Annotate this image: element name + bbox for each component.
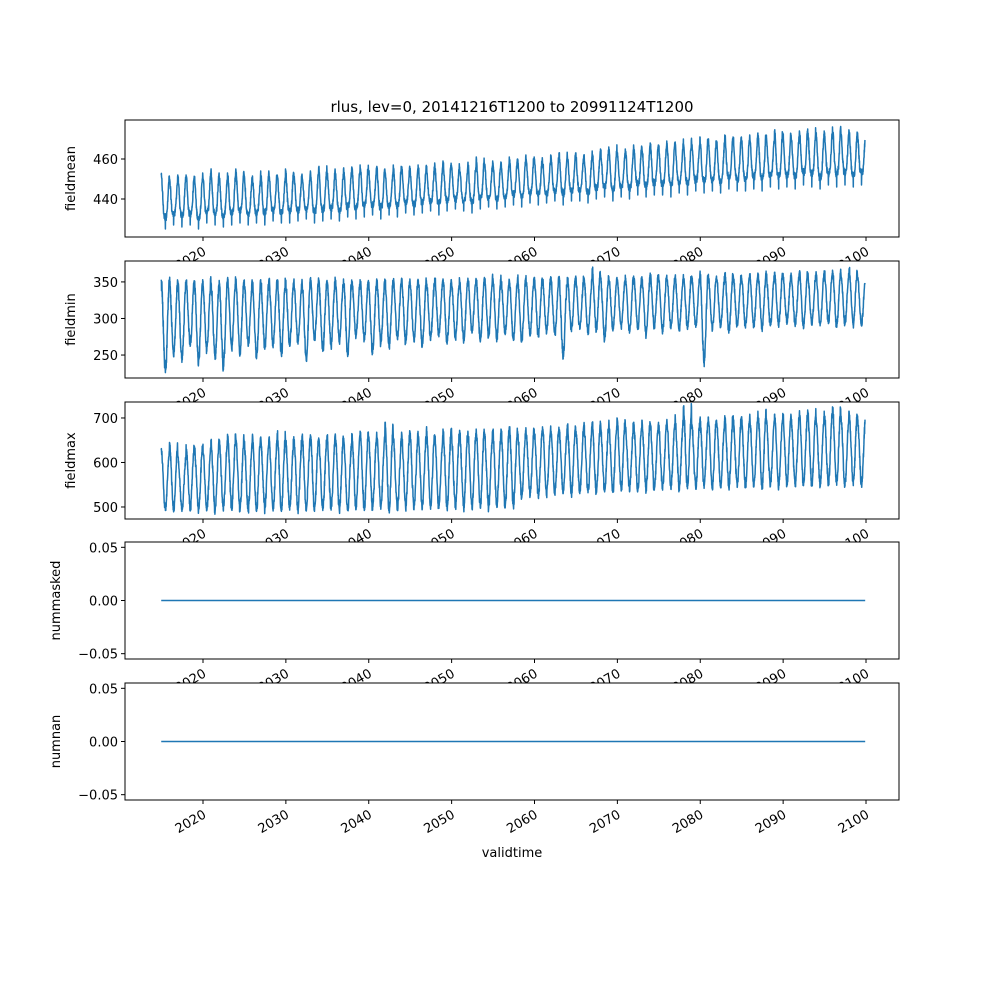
y-tick-label: 0.00 — [89, 595, 118, 610]
y-axis-label: fieldmean — [64, 146, 79, 211]
y-tick-label: −0.05 — [78, 648, 118, 663]
y-axis-label: fieldmax — [64, 432, 79, 489]
y-axis-label: nummasked — [49, 561, 64, 641]
y-tick-label: 250 — [93, 349, 118, 364]
y-tick-label: 460 — [93, 153, 118, 168]
y-axis-label: fieldmin — [64, 293, 79, 346]
y-tick-label: 350 — [93, 276, 118, 291]
axes-frame — [124, 260, 900, 379]
y-axis-label: numnan — [49, 715, 64, 769]
y-tick-label: 440 — [93, 193, 118, 208]
y-tick-label: 600 — [93, 456, 118, 471]
y-tick-label: 0.05 — [89, 682, 118, 697]
y-tick-label: 300 — [93, 312, 118, 327]
y-tick-label: −0.05 — [78, 789, 118, 804]
series-line-fieldmean — [160, 125, 866, 230]
y-tick-label: 0.05 — [89, 541, 118, 556]
series-line-fieldmin — [160, 266, 866, 374]
axes-frame — [124, 119, 900, 238]
series-line-fieldmax — [160, 402, 866, 515]
y-tick-label: 700 — [93, 412, 118, 427]
axes-frame — [124, 401, 900, 520]
chart-title: rlus, lev=0, 20141216T1200 to 20991124T1… — [330, 98, 693, 116]
y-tick-label: 0.00 — [89, 736, 118, 751]
y-tick-label: 500 — [93, 501, 118, 516]
x-axis-label: validtime — [482, 846, 543, 861]
